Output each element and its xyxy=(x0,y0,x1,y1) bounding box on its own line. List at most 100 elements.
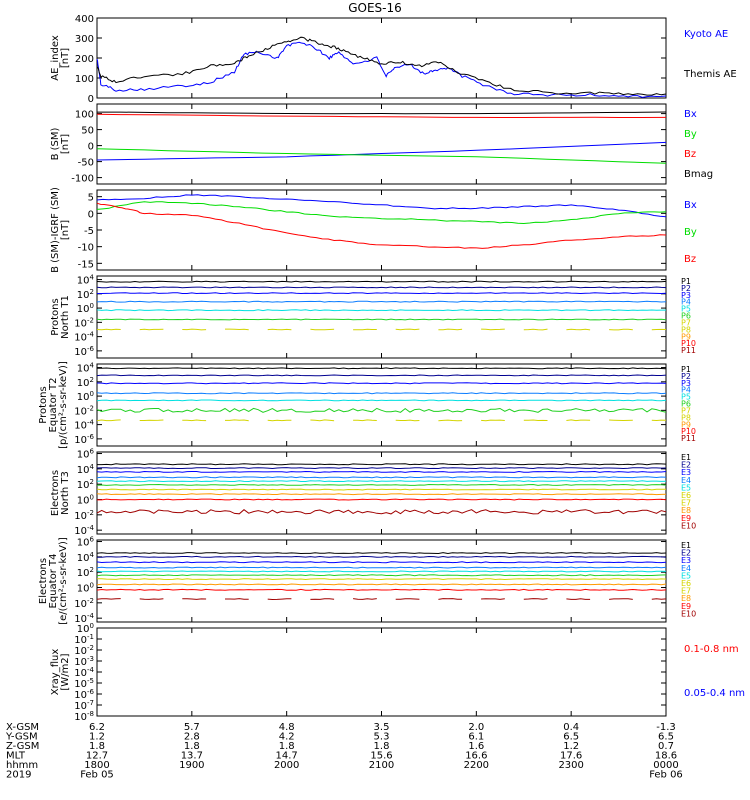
ephemeris-value: 1.8 xyxy=(184,741,200,752)
y-tick-label: 400 xyxy=(75,14,94,25)
legend-item: E9 xyxy=(681,514,691,523)
ephemeris-row-label: Y-GSM xyxy=(5,732,38,743)
ephemeris-value: 16.6 xyxy=(465,751,487,762)
panel-frame xyxy=(96,539,667,623)
ephemeris-value: 5.7 xyxy=(184,722,200,733)
legend-item: P1 xyxy=(681,277,691,286)
y-axis-label: [nT] xyxy=(60,134,71,154)
year-label: 2019 xyxy=(6,770,31,781)
ephemeris-value: 13.7 xyxy=(181,751,203,762)
series-line-e9 xyxy=(96,588,667,591)
legend-item: Bz xyxy=(684,254,696,265)
legend-item: By xyxy=(684,129,697,140)
ephemeris-value: 12.7 xyxy=(86,751,108,762)
series-line-bx xyxy=(96,194,667,218)
legend-item: E5 xyxy=(681,483,691,492)
legend-item: E3 xyxy=(681,468,691,477)
panel-frame xyxy=(96,103,667,185)
y-tick-label: 300 xyxy=(75,34,94,45)
ephemeris-value: 1800 xyxy=(84,760,109,771)
ephemeris-value: 2000 xyxy=(274,760,299,771)
y-tick-label: -15 xyxy=(78,259,94,270)
y-tick-label: 0 xyxy=(88,209,94,220)
series-line-p1 xyxy=(96,280,667,283)
series-line-e7 xyxy=(96,488,666,491)
y-tick-label: 100 xyxy=(77,582,94,595)
panel-xray: 10010-110-210-310-410-510-610-710-8Xray_… xyxy=(50,622,745,723)
ephemeris-value: 2100 xyxy=(369,760,394,771)
y-tick-label: 10-6 xyxy=(74,433,94,446)
panel-bigrf: 5 0 -5 -10 -15 B (SM)-IGRF (SM) [nT] Bx By Bz xyxy=(50,187,697,273)
y-tick-label: 102 xyxy=(77,376,94,389)
y-tick-label: 10-2 xyxy=(74,509,94,522)
y-tick-label: 104 xyxy=(77,274,95,287)
y-axis-label: Equator T4 xyxy=(48,554,59,609)
ephemeris-value: 15.6 xyxy=(370,751,392,762)
legend-item: E10 xyxy=(681,609,696,618)
ephemeris-value: 0000 xyxy=(653,760,678,771)
series-line-e8 xyxy=(96,493,667,496)
series-line-p4 xyxy=(96,300,667,303)
ephemeris-value: 3.5 xyxy=(374,722,390,733)
y-tick-label: 104 xyxy=(77,362,95,375)
legend-item: P4 xyxy=(681,386,691,395)
legend-item: P2 xyxy=(681,284,691,293)
y-tick-label: 104 xyxy=(77,463,95,476)
legend-item: E8 xyxy=(681,594,691,603)
legend-item: E7 xyxy=(681,499,691,508)
ephemeris-value: 6.2 xyxy=(89,722,105,733)
series-line-e3 xyxy=(96,470,667,473)
legend-item: E4 xyxy=(681,476,691,485)
series-line-e9 xyxy=(97,498,667,501)
series-line-p5 xyxy=(96,399,667,402)
legend-item: P11 xyxy=(681,346,696,355)
y-tick-label: 102 xyxy=(77,288,94,301)
legend-item: E6 xyxy=(681,491,691,500)
legend-item: E8 xyxy=(681,506,691,515)
y-axis-label: Protons xyxy=(38,386,49,423)
legend-item: P1 xyxy=(681,365,691,374)
ephemeris-value: 0.4 xyxy=(563,722,579,733)
y-axis-label: B (SM)-IGRF (SM) xyxy=(50,187,61,273)
legend-item: E5 xyxy=(681,571,691,580)
legend-item: P3 xyxy=(681,291,691,300)
legend-item: P9 xyxy=(681,332,691,341)
ephemeris-value: 2.0 xyxy=(468,722,484,733)
series-line-e5 xyxy=(96,570,667,573)
y-axis-label: North T3 xyxy=(60,471,71,515)
ephemeris-value: 5.3 xyxy=(374,732,390,743)
legend-item: P4 xyxy=(681,298,691,307)
series-line-p3 xyxy=(97,292,667,295)
series-line-e7 xyxy=(96,578,667,581)
series-line-bx xyxy=(96,141,667,161)
series-line-e4 xyxy=(96,476,667,479)
series-line-p6 xyxy=(96,318,667,321)
y-axis-label: B (SM) xyxy=(50,127,61,160)
legend-item: E1 xyxy=(681,453,691,462)
y-tick-label: -5 xyxy=(84,226,94,237)
y-axis-label: Protons xyxy=(50,298,61,335)
y-tick-label: 10-6 xyxy=(74,345,94,358)
series-line-bz xyxy=(96,202,667,249)
series-line-e10 xyxy=(96,509,667,515)
panel-bsm: 100 50 0 -50 -100 B (SM) [nT] Bx By Bz Bmag xyxy=(50,103,713,185)
legend-item: P3 xyxy=(681,379,691,388)
y-tick-label: 102 xyxy=(77,566,94,579)
legend-item: P10 xyxy=(681,427,696,436)
legend-item: E3 xyxy=(681,556,691,565)
panel-frame xyxy=(96,275,667,359)
y-tick-label: 10-4 xyxy=(74,331,94,344)
ephemeris-value: 1.8 xyxy=(279,741,295,752)
ephemeris-value: 14.7 xyxy=(276,751,298,762)
panel-frame xyxy=(96,189,667,271)
y-tick-label: -10 xyxy=(78,243,94,254)
y-axis-label: [e/(cm²-s-sr-keV)] xyxy=(58,537,69,625)
series-line-kyoto-ae xyxy=(96,41,667,98)
legend-item: 0.05-0.4 nm xyxy=(684,688,745,699)
ephemeris-row-label: X-GSM xyxy=(6,722,39,733)
ephemeris-row-label: hhmm xyxy=(6,760,38,771)
series-line-p2 xyxy=(96,374,667,377)
y-axis-label: Equator T2 xyxy=(48,378,59,433)
ephemeris-value: 2300 xyxy=(558,760,583,771)
legend-item: 0.1-0.8 nm xyxy=(684,644,739,655)
